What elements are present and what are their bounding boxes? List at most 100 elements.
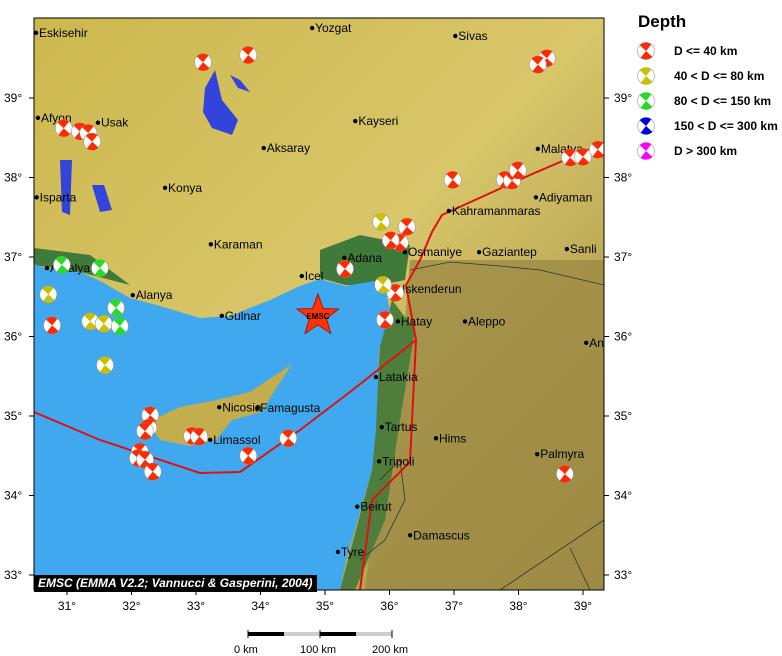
- city-marker: [130, 292, 135, 298]
- city-marker: [35, 115, 41, 121]
- city-marker: [584, 340, 589, 346]
- city-marker: [379, 424, 384, 430]
- lon-tick-label: 34°: [251, 599, 269, 613]
- focal-mechanism-beachball: [589, 140, 604, 159]
- beachball-icon: [637, 41, 655, 60]
- city-marker: [564, 246, 570, 252]
- legend-label: 150 < D <= 300 km: [674, 118, 778, 133]
- city-marker: [34, 30, 39, 36]
- city-label: Tartus: [385, 420, 418, 434]
- city-marker: [533, 195, 539, 200]
- focal-mechanism-beachball: [279, 429, 298, 448]
- focal-mechanism-beachball: [39, 285, 58, 304]
- lon-tick-label: 37°: [445, 599, 463, 613]
- legend-item: D > 300 km: [636, 138, 782, 163]
- focal-mechanism-beachball: [43, 316, 61, 335]
- legend-item: D <= 40 km: [636, 38, 782, 63]
- focal-mechanism-beachball: [54, 119, 73, 138]
- city-label: Adana: [347, 251, 382, 265]
- focal-mechanism-beachball: [374, 276, 392, 294]
- city-marker: [335, 549, 341, 555]
- legend-label: D > 300 km: [674, 143, 738, 158]
- focal-mechanism-beachball: [376, 311, 394, 329]
- city-marker: [373, 374, 379, 380]
- focal-mechanism-beachball: [529, 55, 547, 74]
- beachball-icon: [637, 66, 655, 85]
- depth-legend: Depth D <= 40 km 40 < D <= 80 km 80 < D <=…: [636, 12, 782, 163]
- focal-mechanism-beachball: [574, 148, 592, 166]
- city-label: Konya: [168, 181, 202, 195]
- focal-mechanism-beachball: [509, 161, 527, 180]
- focal-mechanism-beachball: [94, 314, 113, 333]
- city-label: Kayseri: [358, 114, 398, 128]
- scale-label-200: 200 km: [372, 644, 409, 656]
- city-label: Usak: [101, 116, 129, 130]
- city-label: Adiyaman: [539, 190, 592, 204]
- scale-label-100: 100 km: [300, 644, 337, 656]
- lon-tick-label: 39°: [574, 599, 592, 613]
- city-marker: [535, 451, 540, 457]
- focal-mechanism-beachball: [561, 148, 579, 167]
- city-label: Tripoli: [382, 454, 414, 468]
- legend-item: 150 < D <= 300 km: [636, 113, 782, 138]
- lat-tick-label-right: 35°: [614, 409, 632, 423]
- city-label: Hatay: [401, 314, 432, 328]
- beachball-icon: [637, 91, 655, 110]
- focal-mechanism-beachball: [239, 46, 258, 64]
- city-label: Isparta: [40, 190, 77, 204]
- city-label: Beirut: [360, 500, 392, 514]
- lat-tick-label-left: 38°: [4, 171, 22, 185]
- focal-mechanism-beachball: [91, 259, 109, 277]
- city-marker: [402, 250, 408, 255]
- city-label: Iskenderun: [402, 282, 461, 296]
- city-label: Icel: [305, 269, 324, 283]
- city-marker: [44, 265, 50, 271]
- focal-mechanism-beachball: [386, 283, 405, 302]
- legend-label: 40 < D <= 80 km: [674, 68, 765, 83]
- city-marker: [219, 313, 224, 319]
- city-label: Gaziantep: [482, 245, 537, 259]
- scale-bar: [247, 630, 393, 638]
- lon-tick-label: 38°: [509, 599, 527, 613]
- focal-mechanism-beachball: [336, 260, 354, 278]
- city-label: Alanya: [136, 288, 173, 302]
- city-label: Latakia: [379, 370, 418, 384]
- focal-mechanism-beachball: [381, 231, 400, 250]
- map-frame: [33, 17, 605, 591]
- city-label: Sanli: [570, 242, 597, 256]
- focal-mechanism-beachball: [53, 256, 71, 274]
- city-marker: [462, 319, 468, 324]
- city-marker: [446, 208, 452, 214]
- focal-mechanism-beachball: [556, 465, 574, 483]
- epicenter-star-icon: [295, 292, 340, 335]
- city-label: Aksaray: [267, 141, 310, 155]
- city-marker: [34, 195, 39, 200]
- legend-label: 80 < D <= 150 km: [674, 93, 772, 108]
- lat-tick-label-left: 37°: [4, 250, 22, 264]
- city-marker: [535, 146, 541, 152]
- lowland-levant: [340, 300, 415, 590]
- focal-mechanism-beachball: [107, 299, 125, 317]
- city-marker: [353, 118, 358, 124]
- lon-tick-label: 32°: [122, 599, 140, 613]
- city-label: Limassol: [213, 433, 260, 447]
- city-marker: [255, 405, 260, 411]
- scale-label-0: 0 km: [234, 644, 258, 656]
- lakes: [60, 70, 250, 215]
- lat-tick-label-right: 37°: [614, 250, 632, 264]
- beachball-icon: [637, 116, 655, 135]
- lat-tick-label-left: 35°: [4, 409, 22, 423]
- city-label: Yozgat: [315, 21, 352, 35]
- city-marker: [476, 250, 482, 255]
- city-marker: [208, 242, 214, 247]
- legend-item: 40 < D <= 80 km: [636, 63, 782, 88]
- focal-mechanism-beachball: [190, 427, 209, 446]
- lon-tick-label: 33°: [187, 599, 205, 613]
- focal-mechanism-beachball: [194, 53, 212, 72]
- legend-label: D <= 40 km: [674, 43, 738, 58]
- lat-tick-label-right: 38°: [614, 171, 632, 185]
- epicenter-label: EMSC: [306, 312, 329, 321]
- focal-mechanism-beachball: [81, 312, 100, 331]
- city-label: An: [589, 336, 604, 350]
